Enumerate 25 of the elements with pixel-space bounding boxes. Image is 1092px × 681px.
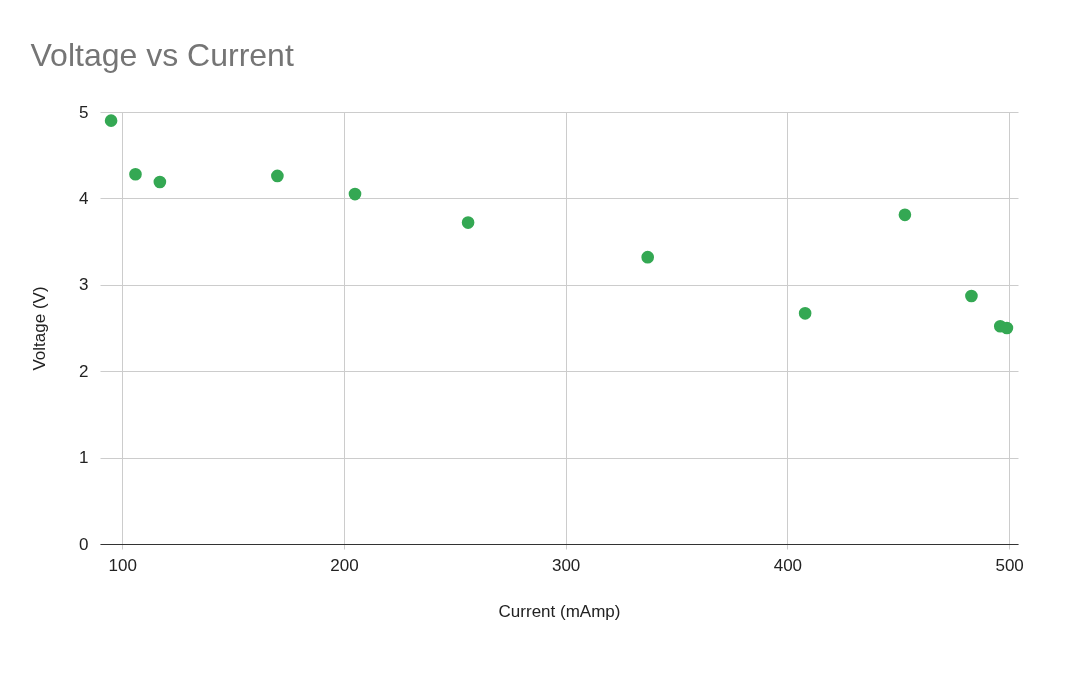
y-tick-label: 1 [79,448,89,468]
x-tick-label: 300 [551,555,581,575]
point [129,167,142,181]
y-tick-label: 0 [79,534,89,554]
point [965,289,978,303]
x-tick-label: 500 [995,555,1024,575]
point [798,307,812,320]
y-tick-label: 2 [79,361,89,381]
point [271,169,284,183]
point [153,175,167,189]
x-tick-label: 100 [108,555,137,575]
x-tick-label: 400 [773,555,803,575]
x-tick-label: 200 [330,555,359,575]
point [348,187,362,201]
y-tick-label: 5 [79,102,89,122]
chart-title: Voltage vs Current [30,37,294,73]
point [641,250,655,264]
point [104,114,118,127]
point [1000,321,1014,335]
y-tick-label: 4 [79,188,89,208]
x-axis-title: Current (mAmp) [498,601,621,621]
y-axis-title: Voltage (V) [30,286,50,371]
point [461,216,475,229]
y-tick-label: 3 [79,275,89,295]
point [898,208,912,222]
